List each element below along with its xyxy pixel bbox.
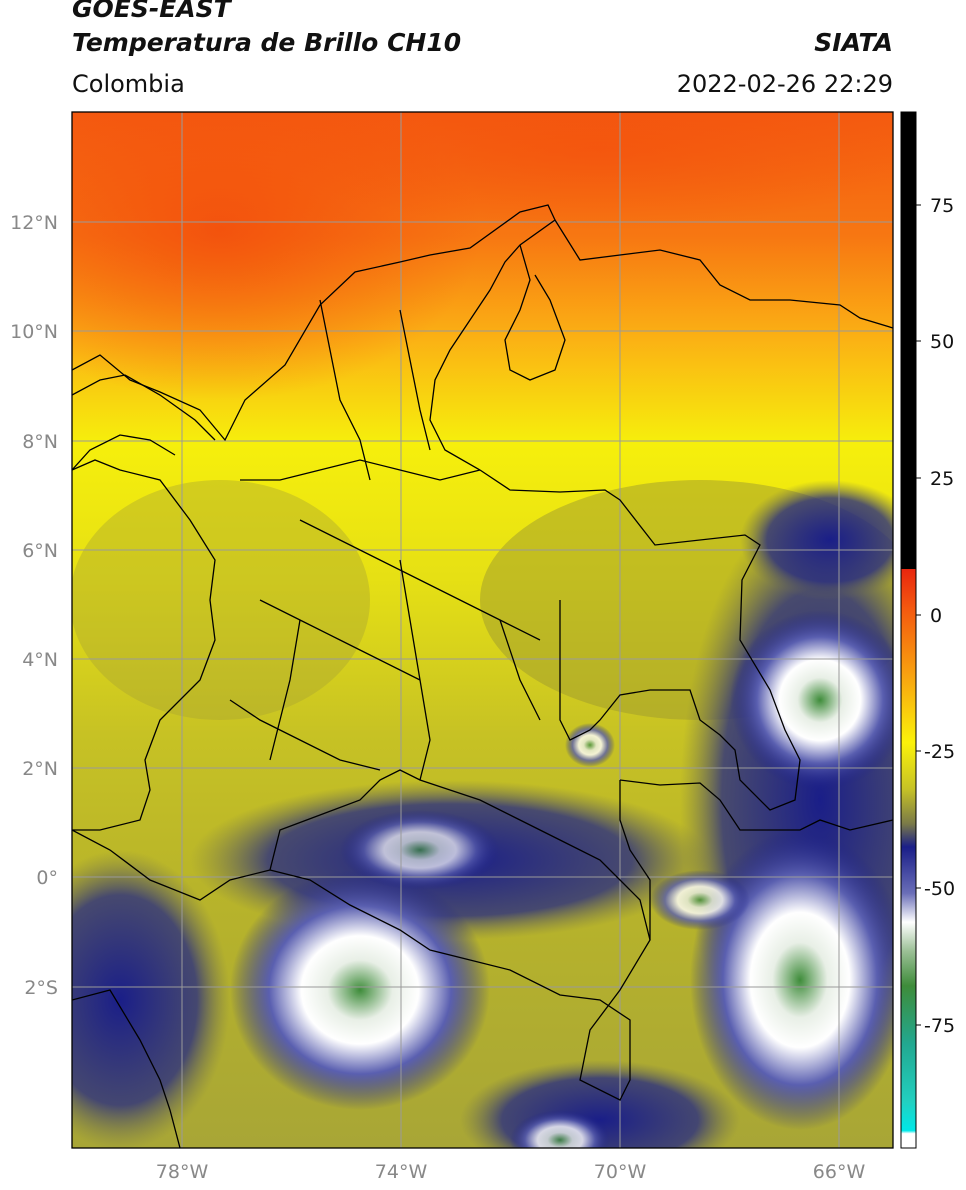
map-frame xyxy=(71,111,894,1149)
product-title: Temperatura de Brillo CH10 xyxy=(72,28,462,57)
country-borders xyxy=(72,204,893,1148)
lat-label: 10°N xyxy=(10,321,58,343)
lat-label: 4°N xyxy=(22,649,58,671)
lon-label: 78°W xyxy=(156,1161,209,1183)
brightness-temperature-field xyxy=(72,112,893,1148)
lat-label: 2°S xyxy=(24,977,58,999)
lon-label: 70°W xyxy=(594,1161,647,1183)
region-label: Colombia xyxy=(72,70,185,98)
colorbar-tick: 25 xyxy=(930,468,954,490)
lat-label: 0° xyxy=(36,867,58,889)
satellite-title: GOES-EAST xyxy=(72,0,231,23)
colorbar-tick: -50 xyxy=(924,878,955,900)
colorbar-frame xyxy=(900,111,917,1149)
lat-label: 12°N xyxy=(10,212,58,234)
colorbar-tick: 0 xyxy=(930,605,942,627)
lat-label: 2°N xyxy=(22,758,58,780)
lat-label: 8°N xyxy=(22,431,58,453)
colorbar-tick: -25 xyxy=(924,741,955,763)
graticule xyxy=(72,112,893,1148)
colorbar-gradient-segment xyxy=(901,569,916,1148)
lon-label: 66°W xyxy=(813,1161,866,1183)
latitude-labels: 12°N 10°N 8°N 6°N 4°N 2°N 0° 2°S xyxy=(10,212,58,999)
colorbar-tick: -75 xyxy=(924,1015,955,1037)
lon-label: 74°W xyxy=(375,1161,428,1183)
datetime-label: 2022-02-26 22:29 xyxy=(676,70,893,98)
source-label: SIATA xyxy=(814,28,893,57)
lat-label: 6°N xyxy=(22,540,58,562)
longitude-labels: 78°W 74°W 70°W 66°W xyxy=(156,1161,866,1183)
colorbar-black-segment xyxy=(901,112,916,569)
colorbar-tick: 50 xyxy=(930,331,954,353)
colorbar-tick: 75 xyxy=(930,195,954,217)
colorbar: 75 50 25 0 -25 -50 -75 xyxy=(900,111,955,1149)
